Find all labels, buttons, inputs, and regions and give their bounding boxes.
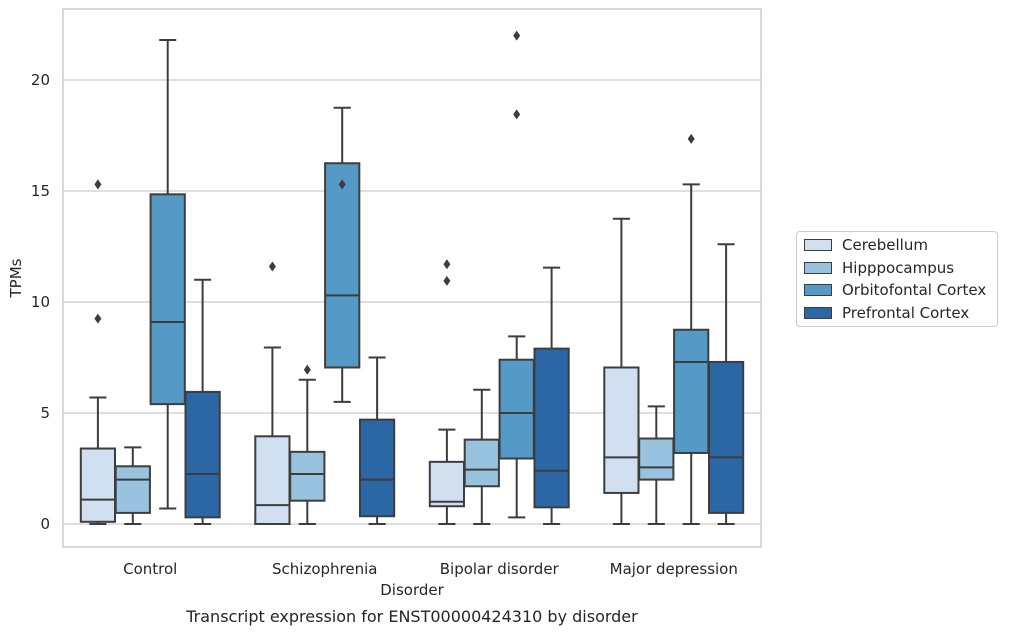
box-body xyxy=(463,438,500,488)
box-body xyxy=(673,328,710,454)
outlier-point xyxy=(94,313,102,324)
box-3-2 xyxy=(673,133,710,525)
box-1-3 xyxy=(358,356,396,525)
legend-swatch-cerebellum xyxy=(804,239,832,251)
outlier-point xyxy=(443,275,451,286)
outlier-point xyxy=(443,259,451,270)
outlier-point xyxy=(513,30,521,41)
outlier-point xyxy=(338,179,346,190)
box-body xyxy=(638,437,675,481)
box-body xyxy=(358,418,396,518)
x-tick-label: Major depression xyxy=(610,560,738,578)
box-3-0 xyxy=(603,217,640,525)
legend: Cerebellum Hipppocampus Orbitofontal Cor… xyxy=(796,231,998,327)
x-axis-label: Disorder xyxy=(380,581,444,599)
box-0-2 xyxy=(149,39,186,510)
plot-frame xyxy=(62,8,762,548)
box-body xyxy=(428,460,466,508)
y-tick-label: 15 xyxy=(31,182,50,200)
legend-swatch-prefrontal xyxy=(804,307,832,319)
box-body xyxy=(498,358,535,460)
outlier-point xyxy=(687,133,695,144)
outlier-point xyxy=(513,109,521,120)
chart-title: Transcript expression for ENST0000042431… xyxy=(185,607,638,626)
box-body xyxy=(289,450,326,502)
box-1-0 xyxy=(254,261,291,525)
y-tick-label: 0 xyxy=(40,515,50,533)
legend-swatch-orbitofrontal xyxy=(804,284,832,296)
outlier-point xyxy=(94,179,102,190)
y-tick-label: 5 xyxy=(40,404,50,422)
legend-label: Orbitofontal Cortex xyxy=(842,281,987,299)
box-body xyxy=(149,193,186,406)
legend-item-prefrontal: Prefrontal Cortex xyxy=(804,303,969,323)
outlier-point xyxy=(268,261,276,272)
box-2-0 xyxy=(428,259,466,525)
y-tick-label: 20 xyxy=(31,71,50,89)
box-2-1 xyxy=(463,388,500,525)
outlier-point xyxy=(303,364,311,375)
x-tick-label: Schizophrenia xyxy=(272,560,377,578)
box-2-3 xyxy=(533,266,570,525)
legend-item-hippocampus: Hipppocampus xyxy=(804,258,954,278)
box-body xyxy=(707,360,745,514)
box-body xyxy=(324,162,361,369)
legend-label: Hipppocampus xyxy=(842,259,955,277)
x-axis-ticks: Control Schizophrenia Bipolar disorder Majo… xyxy=(123,560,738,578)
box-0-0 xyxy=(79,179,117,525)
box-groups xyxy=(79,30,745,525)
y-axis-ticks: 0 5 10 15 20 xyxy=(31,71,50,533)
box-0-1 xyxy=(114,446,151,525)
box-body xyxy=(114,465,151,514)
legend-label: Cerebellum xyxy=(842,236,928,254)
box-body xyxy=(254,435,291,525)
box-body xyxy=(603,366,640,494)
box-body xyxy=(79,447,117,523)
x-tick-label: Bipolar disorder xyxy=(440,560,560,578)
box-0-3 xyxy=(184,278,221,525)
box-3-1 xyxy=(638,405,675,525)
box-2-2 xyxy=(498,30,535,519)
legend-item-cerebellum: Cerebellum xyxy=(804,235,928,255)
box-1-1 xyxy=(289,364,326,525)
box-body xyxy=(533,347,570,509)
legend-item-orbitofrontal: Orbitofontal Cortex xyxy=(804,280,986,300)
y-axis-label: TPMs xyxy=(7,258,25,298)
legend-swatch-hippocampus xyxy=(804,262,832,274)
legend-label: Prefrontal Cortex xyxy=(842,304,970,322)
box-1-2 xyxy=(324,106,361,403)
x-tick-label: Control xyxy=(123,560,177,578)
box-body xyxy=(184,390,221,519)
y-tick-label: 10 xyxy=(31,293,50,311)
box-3-3 xyxy=(707,243,745,525)
